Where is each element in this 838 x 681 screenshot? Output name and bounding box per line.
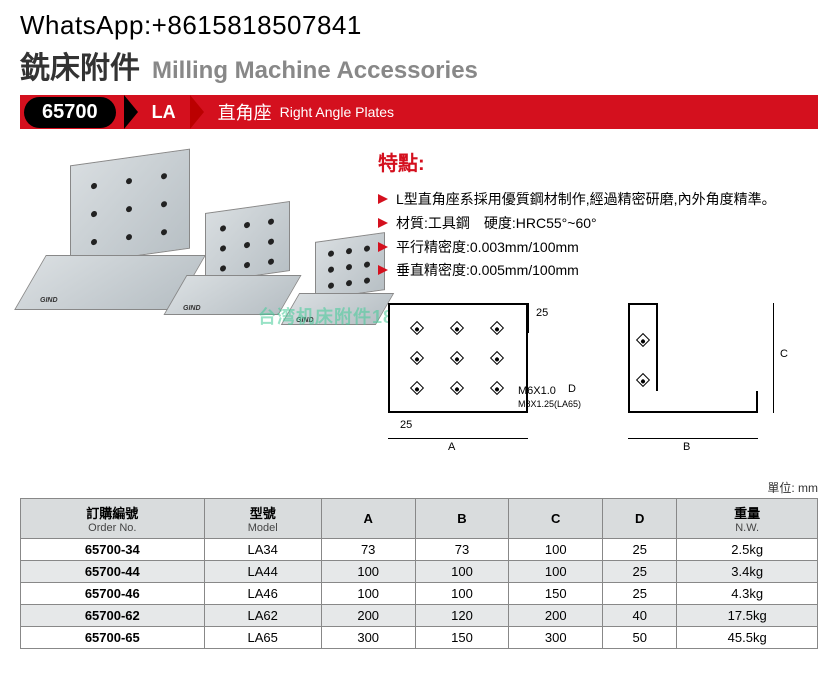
table-header-row: 訂購編號Order No. 型號Model A B C D 重量N.W. — [21, 499, 818, 539]
page-title: 銑床附件 Milling Machine Accessories — [20, 43, 818, 87]
table-cell: 100 — [415, 583, 509, 605]
table-cell: 200 — [321, 605, 415, 627]
table-cell: LA65 — [204, 627, 321, 649]
table-cell: 25 — [603, 583, 677, 605]
table-cell: 100 — [415, 561, 509, 583]
product-name-cn: 直角座 — [204, 99, 272, 125]
col-header: 訂購編號Order No. — [21, 499, 205, 539]
col-header: 型號Model — [204, 499, 321, 539]
table-row: 65700-46LA46100100150254.3kg — [21, 583, 818, 605]
table-row: 65700-65LA653001503005045.5kg — [21, 627, 818, 649]
table-cell: LA62 — [204, 605, 321, 627]
col-header: A — [321, 499, 415, 539]
thread-label: M8X1.25(LA65) — [518, 399, 581, 409]
spec-table: 訂購編號Order No. 型號Model A B C D 重量N.W. 657… — [20, 498, 818, 649]
table-cell: 73 — [415, 539, 509, 561]
table-cell: 2.5kg — [677, 539, 818, 561]
table-cell: 17.5kg — [677, 605, 818, 627]
table-cell: 150 — [415, 627, 509, 649]
dim-d: D — [568, 383, 576, 395]
table-cell: 25 — [603, 539, 677, 561]
features-list: L型直角座系採用優質鋼材制作,經過精密研磨,內外角度精準。 材質:工具鋼 硬度:… — [378, 188, 818, 283]
dim-25: 25 — [400, 419, 412, 431]
table-cell: 65700-65 — [21, 627, 205, 649]
table-row: 65700-44LA44100100100253.4kg — [21, 561, 818, 583]
table-cell: 100 — [509, 561, 603, 583]
chevron-icon — [124, 95, 138, 129]
thread-label: M6X1.0 — [518, 385, 556, 397]
table-cell: 150 — [509, 583, 603, 605]
product-code: 65700 — [24, 97, 116, 128]
table-row: 65700-34LA347373100252.5kg — [21, 539, 818, 561]
title-cn: 銑床附件 — [20, 43, 140, 87]
table-cell: 65700-62 — [21, 605, 205, 627]
table-cell: 40 — [603, 605, 677, 627]
table-cell: 100 — [321, 561, 415, 583]
dim-a: A — [448, 441, 455, 453]
chevron-icon — [190, 95, 204, 129]
table-cell: 65700-46 — [21, 583, 205, 605]
feature-item: 平行精密度:0.003mm/100mm — [378, 236, 818, 260]
table-cell: 100 — [321, 583, 415, 605]
table-cell: LA34 — [204, 539, 321, 561]
table-cell: 4.3kg — [677, 583, 818, 605]
table-cell: 300 — [321, 627, 415, 649]
table-row: 65700-62LA622001202004017.5kg — [21, 605, 818, 627]
table-cell: 45.5kg — [677, 627, 818, 649]
features-title: 特點: — [378, 147, 818, 176]
feature-item: 垂直精密度:0.005mm/100mm — [378, 259, 818, 283]
title-en: Milling Machine Accessories — [152, 57, 478, 85]
table-cell: 100 — [509, 539, 603, 561]
feature-item: L型直角座系採用優質鋼材制作,經過精密研磨,內外角度精準。 — [378, 188, 818, 212]
col-header: B — [415, 499, 509, 539]
table-cell: 120 — [415, 605, 509, 627]
col-header: C — [509, 499, 603, 539]
table-cell: 50 — [603, 627, 677, 649]
series-label: LA — [138, 102, 190, 123]
unit-label: 單位: mm — [20, 479, 818, 496]
table-cell: 25 — [603, 561, 677, 583]
table-cell: 200 — [509, 605, 603, 627]
dim-b: B — [683, 441, 690, 453]
product-banner: 65700 LA 直角座 Right Angle Plates — [20, 95, 818, 129]
dim-25: 25 — [536, 307, 548, 319]
table-cell: 300 — [509, 627, 603, 649]
table-cell: 3.4kg — [677, 561, 818, 583]
dimension-diagram: 台湾机床附件18926825659 25 25 A M6X1.0 M8X1.25… — [378, 293, 818, 473]
product-name-en: Right Angle Plates — [272, 104, 394, 120]
table-cell: 73 — [321, 539, 415, 561]
contact-text: WhatsApp:+8615818507841 — [20, 10, 818, 41]
table-cell: LA44 — [204, 561, 321, 583]
table-cell: LA46 — [204, 583, 321, 605]
col-header: D — [603, 499, 677, 539]
table-cell: 65700-44 — [21, 561, 205, 583]
dim-c: C — [780, 348, 788, 360]
table-cell: 65700-34 — [21, 539, 205, 561]
col-header: 重量N.W. — [677, 499, 818, 539]
feature-item: 材質:工具鋼 硬度:HRC55°~60° — [378, 212, 818, 236]
